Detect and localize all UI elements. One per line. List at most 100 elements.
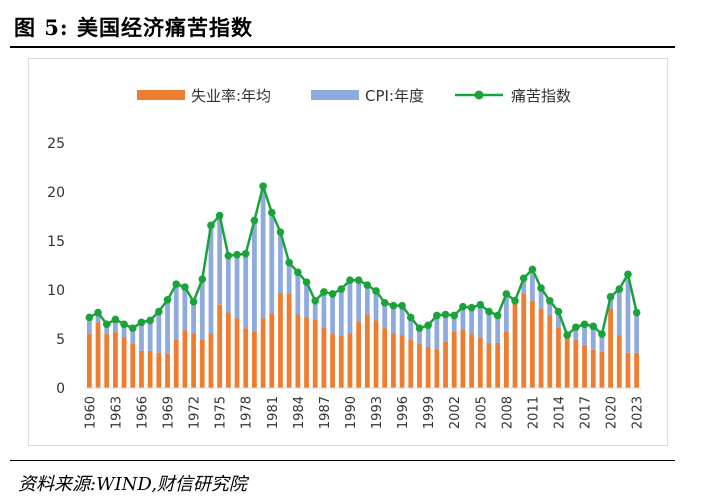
bar-unemployment-2013: [547, 315, 553, 388]
misery-point-2015: [563, 331, 571, 339]
bar-unemployment-1972: [191, 333, 196, 388]
bar-cpi-1961: [95, 312, 101, 323]
x-tick-label-1969: 1969: [162, 396, 177, 429]
x-tick-label-2011: 2011: [526, 396, 541, 429]
bar-unemployment-1990: [347, 333, 353, 388]
bar-cpi-2011: [530, 269, 535, 301]
misery-point-2007: [493, 311, 502, 320]
title-rule: [10, 46, 675, 48]
x-tick-label-1999: 1999: [422, 396, 437, 429]
bar-cpi-1981: [269, 212, 275, 314]
bar-unemployment-2008: [503, 331, 509, 388]
bar-cpi-1992: [364, 285, 370, 315]
misery-point-1990: [346, 276, 354, 284]
misery-point-1972: [189, 297, 198, 306]
bar-unemployment-2005: [477, 338, 483, 388]
misery-point-2008: [502, 290, 511, 298]
x-tick-label-2017: 2017: [579, 396, 594, 429]
bar-unemployment-2010: [521, 293, 527, 388]
misery-point-1965: [128, 324, 137, 333]
misery-point-1999: [424, 321, 432, 330]
bar-unemployment-1962: [104, 334, 110, 388]
y-tick-label: 25: [47, 136, 65, 152]
bar-unemployment-1987: [321, 327, 327, 388]
bar-unemployment-1984: [295, 314, 301, 388]
bar-cpi-1983: [286, 262, 292, 294]
x-tick-label-1966: 1966: [135, 396, 150, 429]
misery-point-1970: [172, 280, 181, 288]
bar-cpi-1970: [173, 284, 179, 340]
x-tick-label-2020: 2020: [605, 396, 620, 429]
x-tick-label-2002: 2002: [448, 396, 463, 429]
bar-cpi-2016: [573, 327, 579, 340]
misery-point-1961: [94, 308, 102, 317]
misery-point-1982: [276, 228, 285, 236]
misery-point-1974: [207, 221, 215, 230]
bar-unemployment-1961: [95, 322, 101, 388]
x-tick-label-2014: 2014: [552, 396, 567, 429]
bar-cpi-1968: [156, 311, 162, 353]
bar-unemployment-1997: [408, 339, 414, 388]
legend: 失业率:年均 CPI:年度 痛苦指数: [137, 87, 571, 105]
bar-cpi-2013: [547, 300, 553, 316]
bars: [86, 186, 640, 388]
bar-cpi-2000: [434, 315, 440, 349]
bar-cpi-2019: [599, 334, 605, 352]
bar-cpi-2023: [634, 312, 640, 353]
x-tick-label-1981: 1981: [266, 396, 281, 429]
bar-unemployment-1982: [278, 292, 283, 388]
bar-cpi-2022: [625, 274, 631, 353]
bar-cpi-1964: [121, 324, 127, 338]
y-tick-label: 15: [47, 234, 65, 250]
bar-cpi-1977: [234, 254, 240, 319]
bar-cpi-1994: [382, 302, 388, 329]
misery-polyline: [88, 184, 638, 337]
misery-point-1983: [285, 258, 293, 267]
bar-cpi-1978: [243, 253, 249, 329]
bar-cpi-1973: [199, 279, 205, 340]
misery-point-1960: [85, 313, 94, 322]
bar-unemployment-1992: [364, 314, 370, 388]
bar-unemployment-1975: [217, 304, 223, 388]
misery-point-1993: [372, 287, 380, 295]
misery-point-1998: [415, 324, 424, 333]
bar-cpi-1988: [330, 293, 335, 335]
misery-point-2018: [589, 322, 598, 331]
bar-cpi-2004: [469, 307, 474, 335]
misery-point-2002: [450, 311, 459, 320]
bar-cpi-1986: [312, 300, 318, 320]
bar-unemployment-1966: [139, 350, 144, 388]
x-tick-label-1990: 1990: [344, 396, 359, 429]
misery-point-1968: [155, 307, 163, 316]
misery-point-2021: [615, 285, 624, 293]
misery-point-2019: [598, 330, 606, 338]
bar-unemployment-2019: [599, 351, 605, 388]
bar-unemployment-2014: [556, 327, 561, 388]
bar-cpi-1999: [425, 325, 431, 347]
misery-point-1991: [354, 276, 363, 284]
misery-point-1967: [146, 316, 154, 325]
x-tick-label-1996: 1996: [396, 396, 411, 429]
misery-point-1994: [380, 298, 389, 307]
x-axis: 1960 1963 1966 1969 1972 1975 1978 1981 1984 1987…: [83, 387, 646, 429]
bar-unemployment-2016: [573, 339, 579, 388]
bar-unemployment-2000: [434, 348, 440, 388]
legend-swatch-0: [137, 90, 185, 100]
misery-point-1969: [163, 296, 172, 304]
misery-point-2010: [519, 274, 528, 283]
misery-point-1973: [198, 275, 207, 284]
x-tick-label-1993: 1993: [370, 396, 385, 429]
misery-point-2005: [476, 300, 485, 309]
bar-cpi-2014: [556, 311, 561, 328]
misery-point-1988: [328, 290, 337, 298]
misery-point-2016: [572, 323, 580, 332]
misery-point-2020: [606, 293, 615, 301]
legend-swatch-1: [311, 90, 359, 100]
bar-cpi-1987: [321, 291, 327, 328]
misery-point-2023: [632, 308, 641, 317]
bar-unemployment-1970: [173, 339, 179, 388]
bar-cpi-2018: [590, 326, 596, 350]
bar-unemployment-2017: [582, 344, 587, 388]
bar-unemployment-1986: [312, 319, 318, 388]
bar-unemployment-1971: [182, 330, 188, 388]
